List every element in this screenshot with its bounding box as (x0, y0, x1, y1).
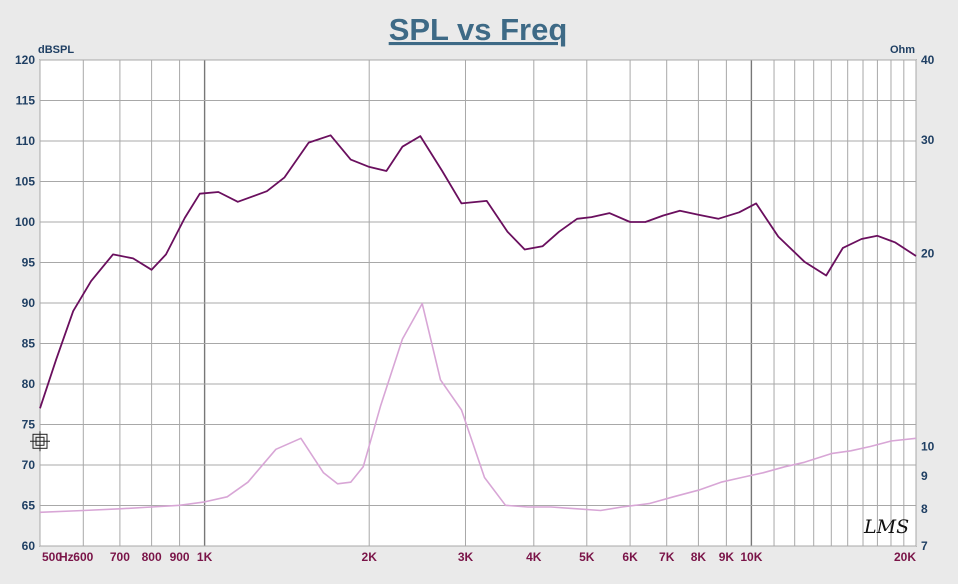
y-right-tick-label: 9 (921, 469, 928, 483)
y-left-tick-label: 65 (22, 499, 36, 513)
x-tick-label: 1K (197, 550, 213, 564)
y-right-tick-label: 8 (921, 502, 928, 516)
y-left-tick-label: 105 (15, 175, 35, 189)
x-tick-label: 7K (659, 550, 675, 564)
x-tick-label: 5K (579, 550, 595, 564)
impedance-curve (39, 302, 917, 514)
x-tick-label: 3K (458, 550, 474, 564)
x-tick-label: 2K (362, 550, 378, 564)
x-tick-label: 600 (73, 550, 93, 564)
y-left-tick-label: 75 (22, 418, 36, 432)
y-right-tick-label: 7 (921, 539, 928, 553)
y-left-tick-label: 85 (22, 337, 36, 351)
y-left-tick-label: 110 (16, 134, 36, 148)
spl-curve (39, 134, 917, 409)
grid (39, 59, 917, 547)
y-left-tick-label: 80 (22, 377, 36, 391)
axis-labels: 60 65 70 75 80 85 90 95 100 105 110 115 120 7 8 9 10 20 30… (15, 53, 935, 564)
y-left-tick-label: 90 (22, 296, 36, 310)
x-tick-label: 500 (42, 550, 62, 564)
x-tick-label: 8K (691, 550, 707, 564)
y-left-tick-label: 60 (22, 539, 36, 553)
x-tick-label: 6K (622, 550, 638, 564)
x-tick-label: 4K (526, 550, 542, 564)
y-right-tick-label: 20 (921, 246, 935, 260)
cursor-marker[interactable] (30, 431, 50, 452)
curves (39, 134, 917, 514)
y-left-tick-label: 95 (22, 256, 36, 270)
y-left-tick-label: 115 (16, 94, 36, 108)
x-tick-label: 800 (142, 550, 162, 564)
y-right-unit-label: Ohm (890, 44, 915, 56)
y-left-tick-label: 70 (22, 458, 36, 472)
y-left-tick-label: 100 (15, 215, 35, 229)
x-tick-label: 20K (894, 550, 916, 564)
lms-logo: LMS (863, 516, 909, 538)
y-right-tick-label: 30 (921, 133, 935, 147)
x-tick-label: 900 (170, 550, 190, 564)
y-left-tick-label: 120 (15, 53, 35, 67)
x-unit-label: Hz (59, 550, 74, 564)
x-tick-label: 9K (719, 550, 735, 564)
chart-title: SPL vs Freq (389, 12, 568, 47)
y-right-tick-label: 40 (921, 53, 935, 67)
y-right-tick-label: 10 (921, 440, 935, 454)
x-tick-label: 700 (110, 550, 130, 564)
x-tick-label: 10K (740, 550, 762, 564)
y-left-unit-label: dBSPL (38, 44, 74, 56)
